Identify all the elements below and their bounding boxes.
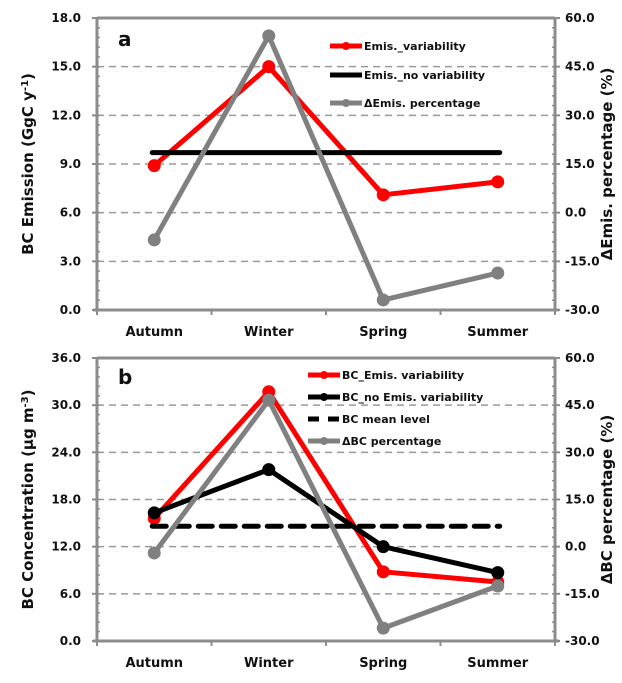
- data-point: [376, 188, 390, 202]
- panel-a: 0.0 3.0 6.0 9.0 12.0 15.0 18.0 -30.0 -15.0 0.0 15.…: [19, 11, 616, 340]
- y-axis-title-right: ΔBC percentage (%): [598, 415, 616, 585]
- y-tick-label-left: 15.0: [51, 60, 81, 74]
- y-tick-label-left: 30.0: [51, 398, 81, 412]
- y-tick-label-left: 12.0: [51, 540, 81, 554]
- y-tick-label-left: 6.0: [60, 587, 81, 601]
- x-tick-label: Spring: [359, 656, 407, 671]
- y-tick-label-right: 15.0: [565, 157, 595, 171]
- series-line: [151, 64, 501, 198]
- x-tick-label: Autumn: [125, 325, 183, 340]
- data-point: [262, 393, 276, 407]
- y-tick-label-left: 18.0: [51, 493, 81, 507]
- y-tick-label-right: -30.0: [565, 634, 600, 648]
- y-tick-label-right: 60.0: [565, 351, 595, 365]
- y-axis-title-main: BC Emission (GgC y: [19, 91, 37, 255]
- y-tick-label-right: 0.0: [565, 206, 586, 220]
- data-point: [376, 293, 390, 307]
- x-tick-label: Winter: [244, 325, 294, 340]
- series--bc-percentage: ΔBC percentage: [147, 393, 505, 635]
- y-tick-label-right: -15.0: [565, 587, 600, 601]
- y-axis-title-right: ΔEmis. percentage (%): [598, 68, 616, 261]
- legend-label: Emis._variability: [364, 40, 466, 53]
- y-tick-label-right: 30.0: [565, 445, 595, 459]
- legend-marker: [342, 99, 350, 107]
- y-axis-title-main: BC Concentration (μg m: [19, 407, 37, 609]
- data-point: [491, 566, 505, 580]
- data-point: [491, 175, 505, 189]
- legend-marker: [342, 42, 350, 50]
- x-tick-label: Winter: [244, 656, 294, 671]
- data-point: [147, 546, 161, 560]
- legend-label: ΔEmis. percentage: [364, 97, 480, 110]
- y-axis-title-superscript: -3: [20, 396, 31, 407]
- y-tick-label-right: 0.0: [565, 540, 586, 554]
- legend-label: BC_Emis. variability: [342, 369, 464, 382]
- x-tick-label: Summer: [467, 656, 529, 671]
- y-tick-label-left: 9.0: [60, 157, 81, 171]
- y-tick-label-right: 45.0: [565, 60, 595, 74]
- legend-marker: [320, 437, 328, 445]
- series-line: [151, 467, 501, 576]
- y-axis-title-end: ): [19, 73, 37, 80]
- y-tick-label-left: 24.0: [51, 445, 81, 459]
- legend-label: BC_no Emis. variability: [342, 391, 483, 404]
- data-point: [147, 159, 161, 173]
- y-axis-title-end: ): [19, 389, 37, 396]
- series-line: [151, 397, 501, 631]
- data-point: [262, 60, 276, 74]
- y-tick-label-right: 15.0: [565, 493, 595, 507]
- y-tick-label-left: 18.0: [51, 11, 81, 25]
- data-point: [376, 540, 390, 554]
- panel-label: b: [118, 365, 132, 389]
- y-tick-label-right: 30.0: [565, 108, 595, 122]
- x-tick-label: Autumn: [125, 656, 183, 671]
- panel-label: a: [118, 27, 132, 51]
- panel-b: 0.0 6.0 12.0 18.0 24.0 30.0 36.0 -30.0 -15.0 0.0 1…: [19, 351, 616, 671]
- y-tick-label-left: 6.0: [60, 206, 81, 220]
- series-line: [151, 33, 501, 303]
- legend-marker: [320, 371, 328, 379]
- x-tick-label: Summer: [467, 325, 529, 340]
- data-point: [376, 565, 390, 579]
- y-tick-label-left: 0.0: [60, 303, 81, 317]
- data-point: [147, 506, 161, 520]
- y-tick-label-right: 60.0: [565, 11, 595, 25]
- legend-marker: [320, 393, 328, 401]
- y-axis-title-left: BC Concentration (μg m-3): [19, 389, 37, 609]
- series-bc-no-emis-variability: BC_no Emis. variability: [147, 391, 505, 580]
- data-point: [491, 579, 505, 593]
- data-point: [376, 621, 390, 635]
- series-line: [151, 389, 501, 585]
- y-tick-label-left: 0.0: [60, 634, 81, 648]
- y-tick-label-right: -30.0: [565, 303, 600, 317]
- data-point: [147, 233, 161, 247]
- data-point: [491, 266, 505, 280]
- legend-label: Emis._no variability: [364, 69, 485, 82]
- y-tick-label-left: 3.0: [60, 254, 81, 268]
- y-axis-title-superscript: -1: [20, 80, 31, 91]
- y-tick-label-left: 36.0: [51, 351, 81, 365]
- legend-label: ΔBC percentage: [342, 435, 441, 448]
- y-tick-label-left: 12.0: [51, 108, 81, 122]
- series-emis-no-variability: Emis._no variability: [149, 69, 503, 156]
- y-tick-label-right: -15.0: [565, 254, 600, 268]
- data-point: [262, 29, 276, 43]
- series-emis-variability: Emis._variability: [147, 40, 505, 202]
- data-point: [262, 463, 276, 477]
- y-axis-title-left: BC Emission (GgC y-1): [19, 73, 37, 255]
- series--emis-percentage: ΔEmis. percentage: [147, 29, 505, 307]
- y-tick-label-right: 45.0: [565, 398, 595, 412]
- series-bc-mean-level: BC mean level: [149, 413, 503, 529]
- x-tick-label: Spring: [359, 325, 407, 340]
- legend-label: BC mean level: [342, 413, 430, 426]
